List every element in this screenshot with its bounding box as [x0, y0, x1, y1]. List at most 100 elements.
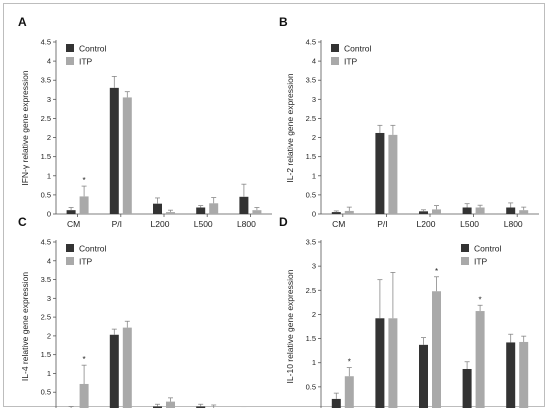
- chart-panel-c: C IL-4 relative gene expression 0 0.5 1 1.5 2 2…: [18, 215, 247, 409]
- bar-itp-cm: [79, 383, 89, 408]
- legend-swatch-control: [66, 44, 74, 52]
- y-tick-label: 2.5: [306, 114, 316, 123]
- legend-swatch-control: [66, 244, 74, 252]
- y-tick-label: 3.5: [306, 76, 316, 85]
- legend-label-control: Control: [79, 244, 107, 254]
- bar-itp-cm: [344, 210, 354, 214]
- x-tick-label: CM: [332, 219, 345, 229]
- chart-panel-d: D IL-10 relative gene expression 0 0.5 1 1.5 2…: [279, 215, 529, 408]
- legend-swatch-itp: [66, 57, 74, 65]
- bar-control-l800: [506, 342, 516, 408]
- x-tick-label: L500: [460, 219, 479, 229]
- panel-label: C: [18, 215, 27, 229]
- y-tick-label: 2.5: [41, 114, 51, 123]
- bar-chart-grid: A IFN-γ relative gene expression 0 0.5 1 1.5 2…: [18, 15, 539, 409]
- legend-swatch-control: [331, 44, 339, 52]
- legend-label-itp: ITP: [79, 57, 93, 67]
- y-tick-label: 3: [47, 294, 51, 303]
- x-tick-label: P/I: [112, 219, 122, 229]
- bar-itp-l800: [252, 210, 262, 214]
- bar-itp-l200: [432, 291, 441, 408]
- bar-control-cm: [66, 210, 76, 214]
- bar-control-pi: [375, 132, 385, 214]
- bar-itp-pi: [122, 327, 132, 408]
- y-tick-label: 4.5: [41, 38, 51, 47]
- significance-mark: *: [83, 176, 86, 185]
- y-tick-label: 2: [312, 310, 316, 319]
- bar-control-l500: [196, 406, 206, 408]
- legend-label-itp: ITP: [474, 257, 488, 267]
- x-tick-label: L200: [151, 219, 170, 229]
- bar-itp-l200: [166, 401, 175, 408]
- bar-control-pi: [109, 334, 119, 408]
- x-tick-label: L800: [237, 219, 256, 229]
- x-tick-label: P/I: [377, 219, 387, 229]
- y-tick-label: 1.5: [306, 334, 316, 343]
- significance-mark: *: [83, 355, 86, 364]
- y-axis-label: IL-10 relative gene expression: [285, 269, 295, 383]
- legend-swatch-itp: [331, 57, 339, 65]
- x-tick-label: CM: [67, 219, 80, 229]
- chart-panel-b: B IL-2 relative gene expression 0 0.5 1 1.5 2 2…: [279, 15, 539, 229]
- y-axis-label: IL-4 relative gene expression: [20, 272, 30, 381]
- bar-itp-l200: [432, 209, 441, 214]
- y-tick-label: 4: [47, 57, 51, 66]
- y-tick-label: 3.5: [41, 275, 51, 284]
- panel-label: A: [18, 15, 27, 29]
- y-tick-label: 1: [312, 358, 316, 367]
- bar-itp-l800: [519, 341, 529, 408]
- bar-itp-l500: [209, 203, 219, 214]
- y-tick-label: 0.5: [41, 388, 51, 397]
- y-tick-label: 4.5: [306, 38, 316, 47]
- x-tick-label: L500: [194, 219, 213, 229]
- legend-swatch-itp: [66, 257, 74, 265]
- y-tick-label: 1.5: [41, 152, 51, 161]
- y-axis-label: IL-2 relative gene expression: [285, 73, 295, 182]
- y-tick-label: 0: [47, 210, 51, 219]
- legend-label-itp: ITP: [344, 57, 358, 67]
- bar-control-l500: [462, 368, 472, 408]
- bar-control-l800: [506, 207, 516, 214]
- bar-control-l200: [419, 211, 428, 214]
- x-tick-label: L200: [417, 219, 436, 229]
- y-tick-label: 1.5: [306, 152, 316, 161]
- y-axis-label: IFN-γ relative gene expression: [20, 70, 30, 186]
- y-tick-label: 3.5: [306, 238, 316, 247]
- legend-label-control: Control: [474, 244, 502, 254]
- bar-control-l800: [239, 196, 249, 214]
- y-tick-label: 0: [47, 407, 51, 409]
- significance-mark: *: [348, 358, 351, 367]
- legend-label-itp: ITP: [79, 257, 93, 267]
- bar-itp-l500: [475, 311, 485, 408]
- y-tick-label: 0.5: [41, 190, 51, 199]
- bar-itp-cm: [79, 196, 89, 214]
- bar-control-l500: [196, 207, 206, 214]
- x-tick-label: L800: [504, 219, 523, 229]
- bar-control-cm: [331, 398, 341, 408]
- y-tick-label: 2: [47, 331, 51, 340]
- bar-itp-pi: [122, 97, 132, 214]
- bar-control-pi: [375, 318, 385, 408]
- legend-swatch-itp: [461, 257, 469, 265]
- y-tick-label: 1: [312, 171, 316, 180]
- y-tick-label: 0.5: [306, 382, 316, 391]
- y-tick-label: 2: [47, 133, 51, 142]
- y-tick-label: 1: [47, 369, 51, 378]
- y-tick-label: 2: [312, 133, 316, 142]
- bar-control-pi: [109, 87, 119, 214]
- panel-label: D: [279, 215, 288, 229]
- bar-control-l200: [419, 344, 428, 408]
- legend-label-control: Control: [79, 44, 107, 54]
- bar-itp-cm: [344, 376, 354, 408]
- y-tick-label: 1: [47, 171, 51, 180]
- panel-label: B: [279, 15, 288, 29]
- legend-swatch-control: [461, 244, 469, 252]
- y-tick-label: 3.5: [41, 76, 51, 85]
- y-tick-label: 3: [312, 95, 316, 104]
- y-tick-label: 0: [312, 210, 316, 219]
- y-tick-label: 3: [312, 262, 316, 271]
- bar-itp-pi: [388, 134, 398, 214]
- y-tick-label: 4.5: [41, 238, 51, 247]
- y-tick-label: 0.5: [306, 190, 316, 199]
- y-tick-label: 2.5: [41, 313, 51, 322]
